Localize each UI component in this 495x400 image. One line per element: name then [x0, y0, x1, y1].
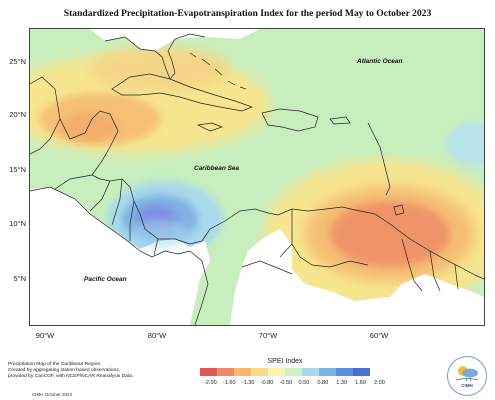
legend-tick-label: -1.30 [241, 380, 255, 386]
credit-line-1: Precipitation Map of the Caribbean Regio… [8, 362, 102, 367]
lat-label-5n: 5°N [13, 274, 26, 283]
central-america-white-area [30, 187, 210, 325]
spei-map: Atlantic Ocean Caribbean Sea Pacific Oce… [29, 28, 485, 326]
legend-swatch [319, 368, 336, 376]
sun-rain-cloud-logo-icon: CIMH [447, 356, 487, 396]
coastlines [30, 33, 484, 325]
legend-swatch [200, 368, 217, 376]
wet-anomaly-atlantic [447, 122, 484, 166]
map-title: Standardized Precipitation-Evapotranspir… [63, 8, 432, 19]
map-credit: Precipitation Map of the Caribbean Regio… [8, 362, 158, 380]
legend-swatch [353, 368, 370, 376]
logo-graphic [455, 366, 479, 382]
lat-label-10n: 10°N [9, 219, 26, 228]
dry-anomaly-southeast [265, 159, 484, 309]
legend-tick-label: -0.50 [279, 380, 293, 386]
spei-map-svg: Atlantic Ocean Caribbean Sea Pacific Oce… [30, 29, 484, 325]
legend-tick-label: 2.00 [374, 380, 385, 386]
legend-tick-label: 0.50 [298, 380, 310, 386]
legend-tick-label: -2.00 [204, 380, 217, 386]
lat-label-15n: 15°N [9, 165, 26, 174]
lat-label-25n: 25°N [9, 57, 26, 66]
caribbean-sea-label: Caribbean Sea [194, 165, 240, 172]
lat-label-20n: 20°N [9, 110, 26, 119]
credit-line-2: Created by aggregating station based obs… [8, 368, 121, 373]
legend-labels: -2.00 -1.60 -1.30 -0.80 -0.50 0.50 0.80 1.30 1.6… [200, 380, 385, 388]
logo-text: CIMH [461, 383, 473, 388]
legend-color-bar [200, 368, 370, 376]
dry-anomaly-north [30, 47, 270, 154]
legend-swatch [302, 368, 319, 376]
atlantic-ocean-label: Atlantic Ocean [356, 58, 403, 65]
south-america-white-land [230, 229, 484, 325]
wet-anomaly-pacific-spill [130, 220, 190, 248]
lon-label-70w: 70°W [258, 331, 278, 340]
legend-swatch [336, 368, 353, 376]
legend-tick-label: 1.30 [336, 380, 348, 386]
legend-swatch [285, 368, 302, 376]
credit-line-3: provided by CariCOF, with NCEP/NCAR Rean… [8, 374, 134, 379]
pacific-ocean-label: Pacific Ocean [84, 276, 127, 283]
legend-swatch [217, 368, 234, 376]
legend-tick-label: 0.80 [317, 380, 329, 386]
legend-tick-label: 1.60 [355, 380, 366, 386]
legend-swatch [268, 368, 285, 376]
legend-tick-label: -1.60 [222, 380, 236, 386]
legend-swatch [251, 368, 268, 376]
legend-title: SPEI Index [267, 358, 303, 365]
legend-tick-label: -0.80 [260, 380, 274, 386]
usa-white-land [90, 29, 260, 51]
lon-label-90w: 90°W [35, 331, 55, 340]
legend-swatch [234, 368, 251, 376]
lon-label-80w: 80°W [147, 331, 167, 340]
lon-label-60w: 60°W [369, 331, 389, 340]
credit-footer: CIMH October 2023 [32, 392, 73, 397]
